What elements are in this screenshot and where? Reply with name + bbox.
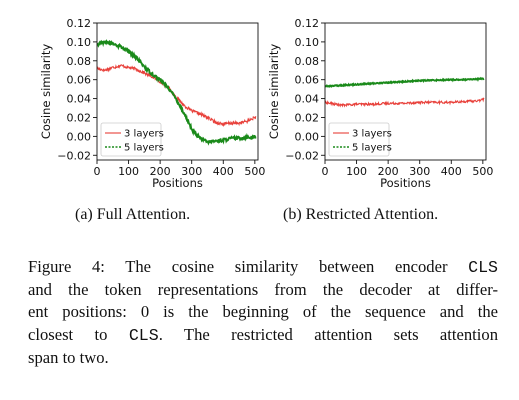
caption-line-4: closest to CLS. The restricted attention… bbox=[28, 324, 498, 345]
series-line-3-layers bbox=[97, 63, 257, 128]
y-tick-label: −0.02 bbox=[285, 149, 319, 162]
axes-frame bbox=[324, 22, 487, 161]
x-axis-label: Positions bbox=[380, 176, 431, 190]
subcaption-a: (a) Full Attention. bbox=[75, 206, 191, 223]
y-tick-label: −0.02 bbox=[57, 149, 91, 162]
x-tick-label: 200 bbox=[378, 165, 399, 178]
x-tick-label: 500 bbox=[472, 165, 493, 178]
series-line-5-layers bbox=[97, 38, 257, 146]
legend-label: 3 layers bbox=[352, 129, 392, 140]
y-tick-label: 0.12 bbox=[295, 17, 320, 30]
x-tick-label: 100 bbox=[118, 165, 139, 178]
x-tick-label: 300 bbox=[409, 165, 430, 178]
y-tick-label: 0.04 bbox=[295, 93, 320, 106]
axes-frame bbox=[96, 22, 259, 161]
y-tick-label: 0.02 bbox=[67, 111, 92, 124]
series-line-3-layers bbox=[325, 97, 485, 108]
x-tick-label: 0 bbox=[94, 165, 101, 178]
x-tick-label: 400 bbox=[441, 165, 462, 178]
y-tick-label: 0.02 bbox=[295, 111, 320, 124]
x-tick-label: 400 bbox=[213, 165, 234, 178]
y-tick-label: 0.10 bbox=[295, 36, 320, 49]
subcaption-b: (b) Restricted Attention. bbox=[283, 206, 439, 223]
y-tick-label: 0.04 bbox=[67, 93, 92, 106]
y-axis-label: Cosine similarity bbox=[267, 44, 281, 140]
legend-label: 3 layers bbox=[124, 129, 164, 140]
legend-label: 5 layers bbox=[124, 143, 164, 154]
caption-line-2: and the token representations from the d… bbox=[28, 280, 498, 300]
legend-label: 5 layers bbox=[352, 143, 392, 154]
x-tick-label: 200 bbox=[150, 165, 171, 178]
figure-caption: Figure 4: The cosine similarity between … bbox=[28, 256, 498, 369]
caption-line-3: ent positions: 0 is the beginning of the… bbox=[28, 302, 498, 322]
x-tick-label: 300 bbox=[181, 165, 202, 178]
caption-line-1: Figure 4: The cosine similarity between … bbox=[28, 257, 498, 277]
y-tick-label: 0.08 bbox=[295, 55, 320, 68]
caption-line-5: span to two. bbox=[28, 347, 109, 367]
y-tick-label: 0.10 bbox=[67, 36, 92, 49]
y-axis-label: Cosine similarity bbox=[39, 44, 53, 140]
y-tick-label: 0.08 bbox=[67, 55, 92, 68]
y-tick-label: 0.12 bbox=[67, 17, 92, 30]
x-tick-label: 0 bbox=[322, 165, 329, 178]
x-axis-label: Positions bbox=[152, 176, 203, 190]
chart-panel-b: −0.02 0.00 0.02 0.04 0.06 0.08 0.10 0.12 0 100 200… bbox=[267, 17, 493, 190]
x-tick-label: 500 bbox=[244, 165, 265, 178]
y-tick-label: 0.00 bbox=[295, 130, 320, 143]
chart-panel-a: −0.02 0.00 0.02 0.04 0.06 0.08 0.10 0.12 0 100 200… bbox=[39, 17, 265, 190]
y-tick-label: 0.06 bbox=[67, 74, 92, 87]
x-tick-label: 100 bbox=[346, 165, 367, 178]
y-tick-label: 0.00 bbox=[67, 130, 92, 143]
series-line-5-layers bbox=[325, 76, 485, 88]
y-tick-label: 0.06 bbox=[295, 74, 320, 87]
